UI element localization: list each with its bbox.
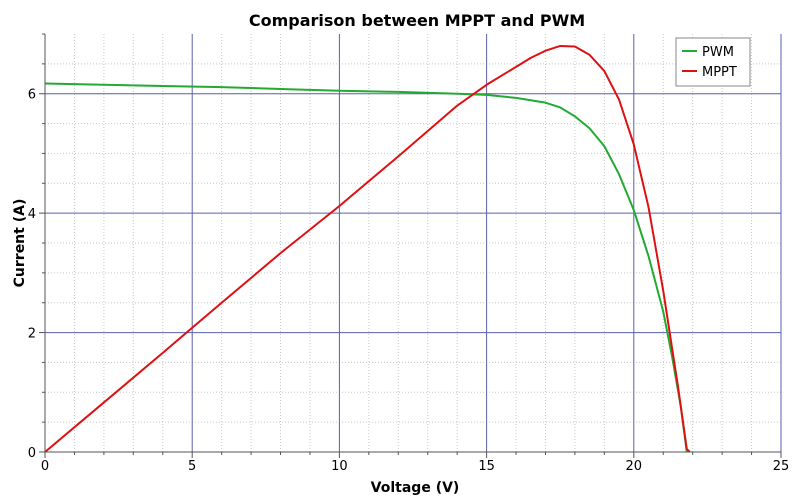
legend-label-mppt: MPPT: [702, 65, 737, 80]
x-tick-label: 15: [478, 459, 495, 474]
x-tick-label: 25: [773, 459, 790, 474]
series-line-mppt: [44, 44, 691, 453]
plot-area: [45, 34, 781, 452]
legend: PWM MPPT: [675, 37, 751, 87]
x-axis-label: Voltage (V): [371, 480, 460, 496]
series-line-pwm: [44, 82, 688, 453]
legend-label-pwm: PWM: [702, 45, 734, 60]
y-tick-label: 4: [28, 207, 36, 222]
chart-title: Comparison between MPPT and PWM: [249, 11, 585, 30]
x-tick-label: 5: [188, 459, 196, 474]
major-grid: [45, 34, 782, 452]
tick-labels: 0 5 10 15 20 25 0 2 4 6: [28, 88, 790, 474]
x-tick-label: 0: [41, 459, 49, 474]
y-axis-label: Current (A): [12, 199, 28, 288]
y-tick-label: 6: [28, 88, 36, 103]
y-tick-label: 2: [28, 327, 36, 342]
series-layer: [44, 44, 691, 453]
x-tick-label: 10: [331, 459, 348, 474]
legend-box: [675, 37, 751, 87]
minor-grid: [45, 34, 781, 452]
axes: [39, 33, 782, 458]
x-tick-label: 20: [626, 459, 643, 474]
y-tick-label: 0: [28, 446, 36, 461]
